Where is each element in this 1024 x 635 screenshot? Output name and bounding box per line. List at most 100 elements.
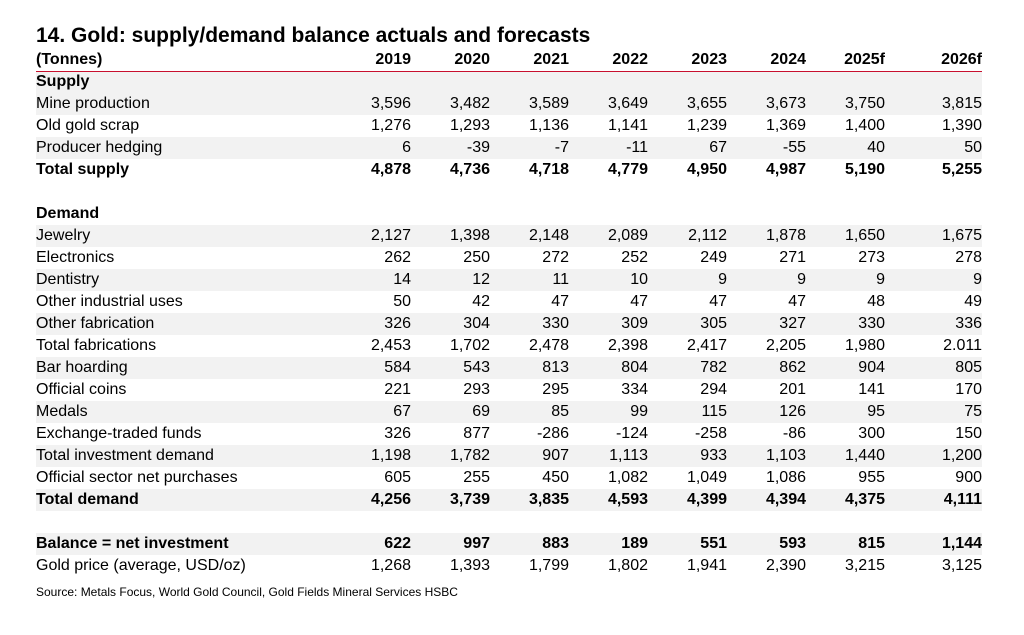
row-label: Mine production — [36, 93, 332, 115]
table-cell: 4,399 — [648, 489, 727, 511]
table-row: Electronics 262 250 272 252 249 271 273 278 — [36, 247, 982, 269]
table-cell: 1,440 — [806, 445, 885, 467]
table-cell: 252 — [621, 249, 648, 266]
table-cell: -86 — [782, 425, 806, 442]
table-cell — [490, 203, 569, 225]
table-row: Producer hedging 6 -39 -7 -11 67 -55 40 50 — [36, 137, 982, 159]
table-cell — [411, 71, 490, 93]
table-cell: 75 — [885, 401, 982, 423]
table-cell: 1,398 — [411, 225, 490, 247]
table-row: Medals 67 69 85 99 115 126 95 75 — [36, 401, 982, 423]
table-cell: 2,478 — [528, 337, 569, 354]
table-cell: 1,675 — [885, 225, 982, 247]
table-row: Old gold scrap 1,276 1,293 1,136 1,141 1,239 1… — [36, 115, 982, 137]
row-label: Demand — [36, 205, 100, 222]
table-cell: 9 — [806, 269, 885, 291]
table-cell: 300 — [858, 425, 885, 442]
table-cell — [885, 71, 982, 93]
table-cell: 47 — [788, 293, 806, 310]
unit-header: (Tonnes) — [36, 50, 332, 72]
table-cell: 1,799 — [528, 557, 569, 574]
table-cell — [332, 203, 411, 225]
table-cell: 95 — [806, 401, 885, 423]
page-title: 14. Gold: supply/demand balance actuals … — [36, 24, 591, 47]
table-cell: 3,596 — [332, 93, 411, 115]
row-label: Exchange-traded funds — [36, 425, 202, 442]
year-header: 2021 — [490, 50, 569, 72]
row-label: Other fabrication — [36, 313, 332, 335]
table-cell: 67 — [648, 137, 727, 159]
table-cell — [569, 203, 648, 225]
total-row: Total demand 4,256 3,739 3,835 4,593 4,399 4,3… — [36, 489, 982, 511]
table-cell: 50 — [885, 137, 982, 159]
row-label: Total supply — [36, 161, 130, 178]
table-cell: 605 — [384, 469, 411, 486]
table-cell: 271 — [779, 249, 806, 266]
table-row: Dentistry 14 12 11 10 9 9 9 9 — [36, 269, 982, 291]
table-cell: -124 — [615, 425, 648, 442]
table-cell: 47 — [551, 293, 569, 310]
table-cell: 1,049 — [686, 469, 727, 486]
table-cell: 5,190 — [844, 161, 885, 178]
total-row: Total supply 4,878 4,736 4,718 4,779 4,950 4,9… — [36, 159, 982, 181]
table-cell: 50 — [393, 293, 411, 310]
table-cell: 1,293 — [449, 117, 490, 134]
row-label: Gold price (average, USD/oz) — [36, 557, 246, 574]
table-cell: 221 — [384, 381, 411, 398]
table-cell — [885, 203, 982, 225]
table-cell: 543 — [411, 357, 490, 379]
table-cell: 6 — [332, 137, 411, 159]
table-cell: 900 — [955, 469, 982, 486]
row-label: Official sector net purchases — [36, 469, 238, 486]
table-cell: 9 — [885, 269, 982, 291]
table-cell: 904 — [806, 357, 885, 379]
table-cell: 327 — [727, 313, 806, 335]
table-cell: 47 — [630, 293, 648, 310]
table-cell: 804 — [569, 357, 648, 379]
table-row: Official coins 221 293 295 334 294 201 141 170 — [36, 379, 982, 401]
table-cell: 262 — [384, 249, 411, 266]
table-cell: 1,113 — [569, 445, 648, 467]
table-cell: 2,398 — [607, 337, 648, 354]
table-cell: 815 — [806, 533, 885, 555]
table-cell: 4,593 — [569, 489, 648, 511]
table-cell: 2,453 — [370, 337, 411, 354]
table-cell: 201 — [779, 381, 806, 398]
table-cell: 862 — [727, 357, 806, 379]
row-label: Total investment demand — [36, 445, 332, 467]
section-heading-supply: Supply — [36, 71, 982, 93]
table-cell: 1,393 — [449, 557, 490, 574]
row-label: Dentistry — [36, 269, 332, 291]
table-row: Total investment demand 1,198 1,782 907 1,11… — [36, 445, 982, 467]
row-label: Supply — [36, 71, 332, 93]
row-label: Balance = net investment — [36, 533, 332, 555]
table-cell: 2,417 — [686, 337, 727, 354]
table-cell: 4,394 — [727, 489, 806, 511]
table-cell: 1,136 — [528, 117, 569, 134]
table-cell: 304 — [411, 313, 490, 335]
year-header: 2025f — [806, 50, 885, 72]
row-label: Other industrial uses — [36, 293, 183, 310]
table-cell: 49 — [964, 293, 982, 310]
table-cell: 813 — [490, 357, 569, 379]
table-cell: 1,702 — [449, 337, 490, 354]
table-cell: 782 — [648, 357, 727, 379]
row-label: Medals — [36, 401, 332, 423]
row-label: Total fabrications — [36, 337, 157, 354]
table-cell: -7 — [490, 137, 569, 159]
table-cell: 170 — [955, 381, 982, 398]
table-cell: 330 — [806, 313, 885, 335]
table-cell: -11 — [569, 137, 648, 159]
table-cell: 1,144 — [885, 533, 982, 555]
table-cell: 4,950 — [686, 161, 727, 178]
table-cell: 551 — [648, 533, 727, 555]
table-cell: 4,878 — [370, 161, 411, 178]
table-cell — [569, 71, 648, 93]
table-cell — [411, 203, 490, 225]
row-label: Producer hedging — [36, 137, 332, 159]
table-cell: 450 — [542, 469, 569, 486]
table-cell: 3,739 — [411, 489, 490, 511]
table-cell: 883 — [490, 533, 569, 555]
table-row: Jewelry 2,127 1,398 2,148 2,089 2,112 1,878 1,6… — [36, 225, 982, 247]
table-cell: 2,148 — [490, 225, 569, 247]
